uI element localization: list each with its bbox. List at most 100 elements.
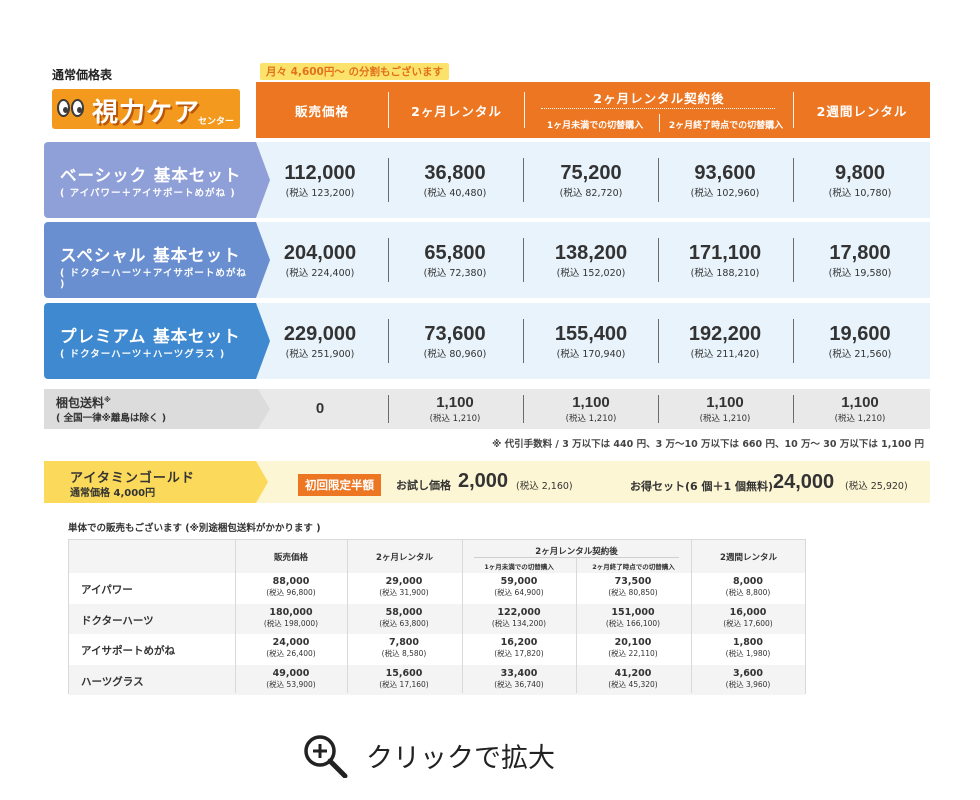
single-table-row: ドクターハーツ 180,000 (税込 198,000) 58,000 (税込 63,8… [69,603,805,634]
single-price-cell: 41,200 (税込 45,320) [578,667,688,690]
single-price: 41,200 [614,667,652,679]
single-price: 7,800 [388,637,420,648]
shipping-sub: ( 全国一律※離島は除く ) [56,413,167,424]
single-tax: (税込 17,600) [723,618,773,628]
set-price: 138,200 [554,242,628,264]
shipping-tax: (税込 1,210) [565,414,617,424]
single-price: 20,100 [614,637,652,648]
set-tax: (税込 21,560) [828,349,892,360]
header-sale-price: 販売価格 [294,103,349,119]
set-tax: (税込 10,780) [828,188,892,199]
single-price: 180,000 [269,606,313,618]
set-label: ベーシック 基本セット ( アイパワー＋アイサポートめがね ) [44,142,256,218]
single-tax: (税込 17,160) [379,679,429,689]
single-price-cell: 59,000 (税込 64,900) [464,577,574,598]
set-price-cell: 229,000 (税込 251,900) [255,323,385,360]
single-tax: (税込 96,800) [266,588,316,597]
single-sale-caption: 単体での販売もございます (※別途梱包送料がかかります ) [68,523,321,534]
single-tax: (税込 31,900) [379,588,429,597]
single-price-cell: 20,100 (税込 22,110) [578,638,688,659]
set-price-cell: 65,800 (税込 72,380) [390,242,520,279]
set-price-cell: 36,800 (税込 40,480) [390,162,520,199]
single-price-cell: 33,400 (税込 36,740) [464,667,574,690]
single-price: 29,000 [385,576,423,587]
trial-tax: (税込 2,160) [516,481,573,492]
trial-price: 2,000 [458,470,509,492]
set-label: プレミアム 基本セット ( ドクターハーツ＋ハーツグラス ) [44,303,256,379]
eyes-icon [57,93,87,123]
single-price: 24,000 [272,637,310,648]
single-tax: (税込 3,960) [725,679,771,689]
set-price-cell: 75,200 (税込 82,720) [526,162,656,199]
set-tax: (税込 152,020) [556,268,626,279]
single-price: 33,400 [500,667,538,679]
single-price-cell: 151,000 (税込 166,100) [578,607,688,629]
click-to-enlarge-link[interactable]: クリックで拡大 [300,732,600,778]
single-tax: (税込 1,980) [725,649,771,658]
set-tax: (税込 102,960) [690,188,760,199]
set-tax: (税込 82,720) [559,188,623,199]
single-price: 73,500 [614,576,652,587]
shipping-tax: (税込 1,210) [699,414,751,424]
header-2week-rental: 2週間レンタル [816,103,908,119]
shipping-price-cell: 1,100 (税込 1,210) [660,394,790,424]
set-price-cell: 171,100 (税込 188,210) [660,242,790,279]
shipping-label: 梱包送料※ ( 全国一律※離島は除く ) [44,389,258,429]
set-price: 19,600 [829,323,891,345]
eyetamin-gold-row: アイタミンゴールド 通常価格 4,000円 初回限定半額 お試し価格 2,000… [44,461,930,503]
cod-fee-note: ※ 代引手数料 / 3 万以下は 440 円、3 万〜10 万以下は 660 円… [492,439,924,450]
set-name: プレミアム 基本セット [60,327,241,346]
set-tax: (税込 123,200) [285,188,355,199]
single-header-2week: 2週間レンタル [720,553,777,563]
single-price-cell: 16,000 (税込 17,600) [693,607,803,629]
single-price: 58,000 [385,606,423,618]
single-price: 49,000 [272,667,310,679]
set-price-cell: 17,800 (税込 19,580) [795,242,925,279]
single-price-cell: 8,000 (税込 8,800) [693,577,803,598]
shipping-name: 梱包送料 [56,396,105,410]
single-tax: (税込 80,850) [608,588,658,597]
logo-sub: センター [197,117,234,127]
single-item-name: ドクターハーツ [81,614,154,627]
single-price-cell: 3,600 (税込 3,960) [693,668,803,690]
eyetamin-gold-name: アイタミンゴールド [70,471,195,486]
single-tax: (税込 8,800) [725,588,771,597]
price-header: 販売価格 2ヶ月レンタル 2ヶ月レンタル契約後 1ヶ月未満での切替購入 2ヶ月終… [256,82,930,138]
set-row: プレミアム 基本セット ( ドクターハーツ＋ハーツグラス ) 229,000 (税込 … [44,303,930,379]
set-tax: (税込 19,580) [828,268,892,279]
set-price-cell: 204,000 (税込 224,400) [255,242,385,279]
single-price: 8,000 [732,576,764,587]
set-tax: (税込 80,960) [423,349,487,360]
single-price-cell: 24,000 (税込 26,400) [236,638,346,659]
logo-text: 視力ケア [92,98,201,128]
single-tax: (税込 36,740) [494,679,544,689]
single-price-cell: 7,800 (税込 8,580) [349,638,459,659]
single-tax: (税込 8,580) [381,649,427,658]
single-price: 88,000 [272,576,310,587]
set-row: ベーシック 基本セット ( アイパワー＋アイサポートめがね ) 112,000 (税込… [44,142,930,218]
single-tax: (税込 134,200) [491,618,547,628]
shipping-mark: ※ [104,396,111,404]
single-tax: (税込 53,900) [266,679,316,689]
set-price: 204,000 [283,242,357,264]
shipping-price: 1,100 [706,394,744,411]
shipping-row: 梱包送料※ ( 全国一律※離島は除く ) 0 1,100 (税込 1,210) 1,1… [44,389,930,429]
set-components: ( ドクターハーツ＋アイサポートめがね ) [60,268,247,290]
set-tax: (税込 40,480) [423,188,487,199]
set-name: ベーシック 基本セット [60,166,242,185]
single-table-row: アイパワー 88,000 (税込 96,800) 29,000 (税込 31,900) 5… [69,573,805,603]
single-item-name: アイパワー [81,584,133,596]
single-header-rental: 2ヶ月レンタル [376,553,433,563]
single-price-cell: 73,500 (税込 80,850) [578,577,688,598]
set-tax: (税込 188,210) [690,268,760,279]
shipping-price-cell: 1,100 (税込 1,210) [526,394,656,424]
set-price-cell: 9,800 (税込 10,780) [795,162,925,199]
shipping-tax: (税込 1,210) [834,414,886,424]
single-price-cell: 49,000 (税込 53,900) [236,667,346,690]
single-price: 122,000 [497,606,541,618]
set-price: 229,000 [283,323,357,345]
set-price: 36,800 [424,162,486,184]
set-price: 9,800 [834,162,886,184]
set-price-cell: 93,600 (税込 102,960) [660,162,790,199]
shipping-price: 1,100 [436,394,474,411]
